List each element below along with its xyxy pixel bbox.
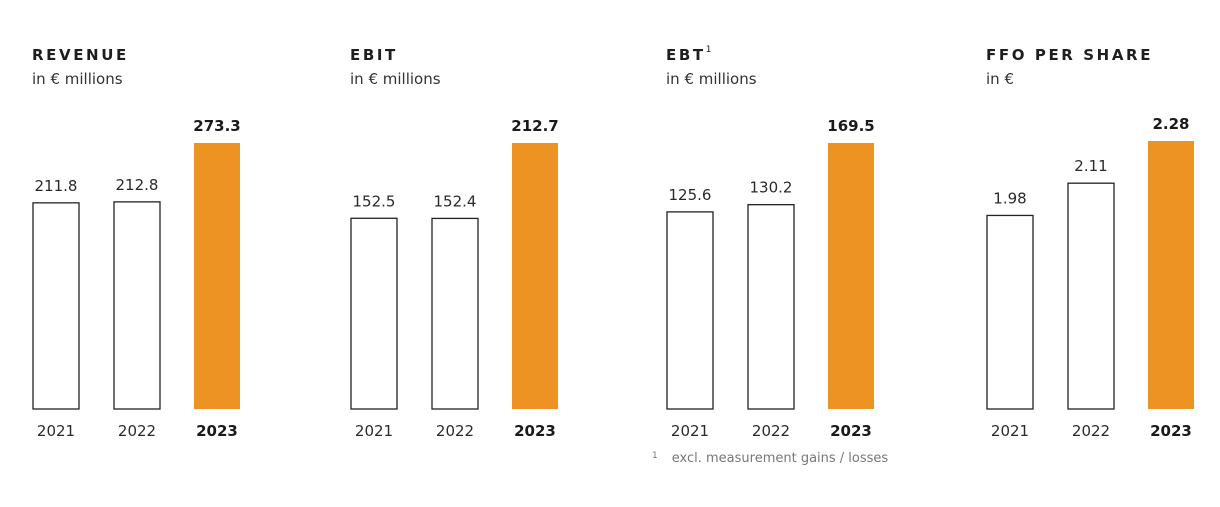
category-label: 2022	[752, 422, 790, 440]
category-label: 2022	[118, 422, 156, 440]
category-label: 2022	[1072, 422, 1110, 440]
category-label: 2021	[37, 422, 75, 440]
data-label: 152.4	[434, 192, 477, 210]
bar-chart-ebit: 152.5 2021 152.4 2022 212.7 2023	[350, 117, 559, 440]
category-label: 2021	[355, 422, 393, 440]
bar	[431, 217, 479, 410]
data-label: 2.11	[1074, 157, 1107, 175]
data-label: 2.28	[1152, 115, 1189, 133]
category-label: 2022	[436, 422, 474, 440]
data-label: 125.6	[669, 186, 712, 204]
bar-highlight	[1148, 141, 1194, 409]
bar-highlight	[194, 143, 240, 409]
bar	[986, 214, 1034, 410]
chart-title: REVENUE	[32, 46, 129, 64]
bar-highlight	[828, 143, 874, 409]
footnote-text: excl. measurement gains / losses	[671, 451, 889, 466]
chart-panel-revenue: REVENUE in € millions 211.8 2021 212.8 2022…	[32, 0, 282, 507]
data-label: 152.5	[353, 192, 396, 210]
category-label: 2023	[196, 422, 238, 440]
category-label: 2023	[514, 422, 556, 440]
chart-title: FFO PER SHARE	[986, 46, 1154, 64]
bar-chart-ebt: 125.6 2021 130.2 2022 169.5 2023	[666, 117, 875, 440]
bar	[747, 204, 795, 410]
chart-title: EBIT	[350, 46, 398, 64]
category-label: 2023	[830, 422, 872, 440]
bar	[113, 201, 161, 410]
data-label: 212.8	[116, 176, 159, 194]
chart-title: EBT1	[666, 45, 712, 64]
bar	[666, 211, 714, 410]
chart-panel-ebt: EBT1 in € millions 125.6 2021 130.2 2022 169…	[666, 0, 916, 507]
data-label: 211.8	[35, 177, 78, 195]
footnote: 1 excl. measurement gains / losses	[652, 451, 888, 466]
chart-panel-ebit: EBIT in € millions 152.5 2021 152.4 2022 212…	[350, 0, 600, 507]
data-label: 169.5	[827, 117, 874, 135]
bar-highlight	[512, 143, 558, 409]
chart-subtitle: in € millions	[350, 70, 441, 88]
footnote-marker: 1	[705, 45, 712, 55]
data-label: 1.98	[993, 189, 1026, 207]
data-label: 130.2	[750, 179, 793, 197]
data-label: 273.3	[193, 117, 240, 135]
bar	[1067, 182, 1115, 410]
bar	[350, 217, 398, 410]
data-label: 212.7	[511, 117, 558, 135]
category-label: 2021	[991, 422, 1029, 440]
bar	[32, 202, 80, 410]
chart-subtitle: in € millions	[32, 70, 123, 88]
bar-chart-ffo-per-share: 1.98 2021 2.11 2022 2.28 2023	[986, 115, 1194, 440]
category-label: 2021	[671, 422, 709, 440]
bar-chart-revenue: 211.8 2021 212.8 2022 273.3 2023	[32, 117, 241, 440]
category-label: 2023	[1150, 422, 1192, 440]
chart-subtitle: in € millions	[666, 70, 757, 88]
chart-panel-ffo-per-share: FFO PER SHARE in € 1.98 2021 2.11 2022 2.28 2…	[986, 0, 1220, 507]
footnote-marker: 1	[652, 451, 658, 461]
chart-subtitle: in €	[986, 70, 1014, 88]
